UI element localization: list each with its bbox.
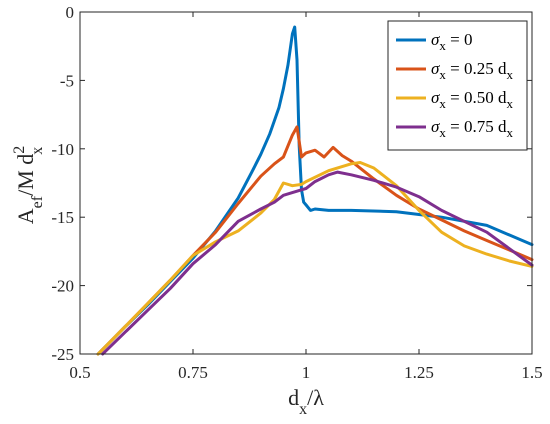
x-tick-label: 0.75	[178, 363, 208, 382]
x-tick-label: 0.5	[69, 363, 90, 382]
series-line-3	[96, 161, 534, 356]
legend-item-1: σx = 0	[396, 30, 472, 53]
legend-item-4: σx = 0.75 dx	[396, 117, 513, 140]
legend-item-2: σx = 0.25 dx	[396, 59, 513, 82]
y-tick-label: -20	[51, 277, 74, 296]
legend-label: σx = 0.25 dx	[431, 59, 513, 82]
legend-label: σx = 0	[431, 30, 472, 53]
legend: σx = 0 σx = 0.25 dx σx = 0.50 dx σx = 0.75 …	[387, 20, 528, 151]
y-axis-label: Aef/M d2x	[11, 146, 46, 225]
legend-items: σx = 0 σx = 0.25 dx σx = 0.50 dx σx = 0.75 …	[396, 30, 513, 140]
y-tick-label: 0	[66, 3, 75, 22]
y-tick-label: -5	[60, 71, 74, 90]
ticks-layer: 0.5 0.75 1 1.25 1.5 0 -5 -10 -15 -20 -25	[51, 3, 542, 382]
x-tick-label: 1.25	[404, 363, 434, 382]
series-layer	[96, 25, 534, 356]
series-line-2	[96, 125, 534, 356]
y-tick-label: -15	[51, 208, 74, 227]
y-tick-label: -10	[51, 140, 74, 159]
x-tick-label: 1.5	[521, 363, 542, 382]
legend-label: σx = 0.50 dx	[431, 88, 513, 111]
legend-label: σx = 0.75 dx	[431, 117, 513, 140]
x-axis-label: dx/λ	[288, 385, 324, 418]
y-tick-label: -25	[51, 345, 74, 364]
series-line-4	[101, 170, 534, 356]
legend-item-3: σx = 0.50 dx	[396, 88, 513, 111]
x-tick-label: 1	[302, 363, 311, 382]
